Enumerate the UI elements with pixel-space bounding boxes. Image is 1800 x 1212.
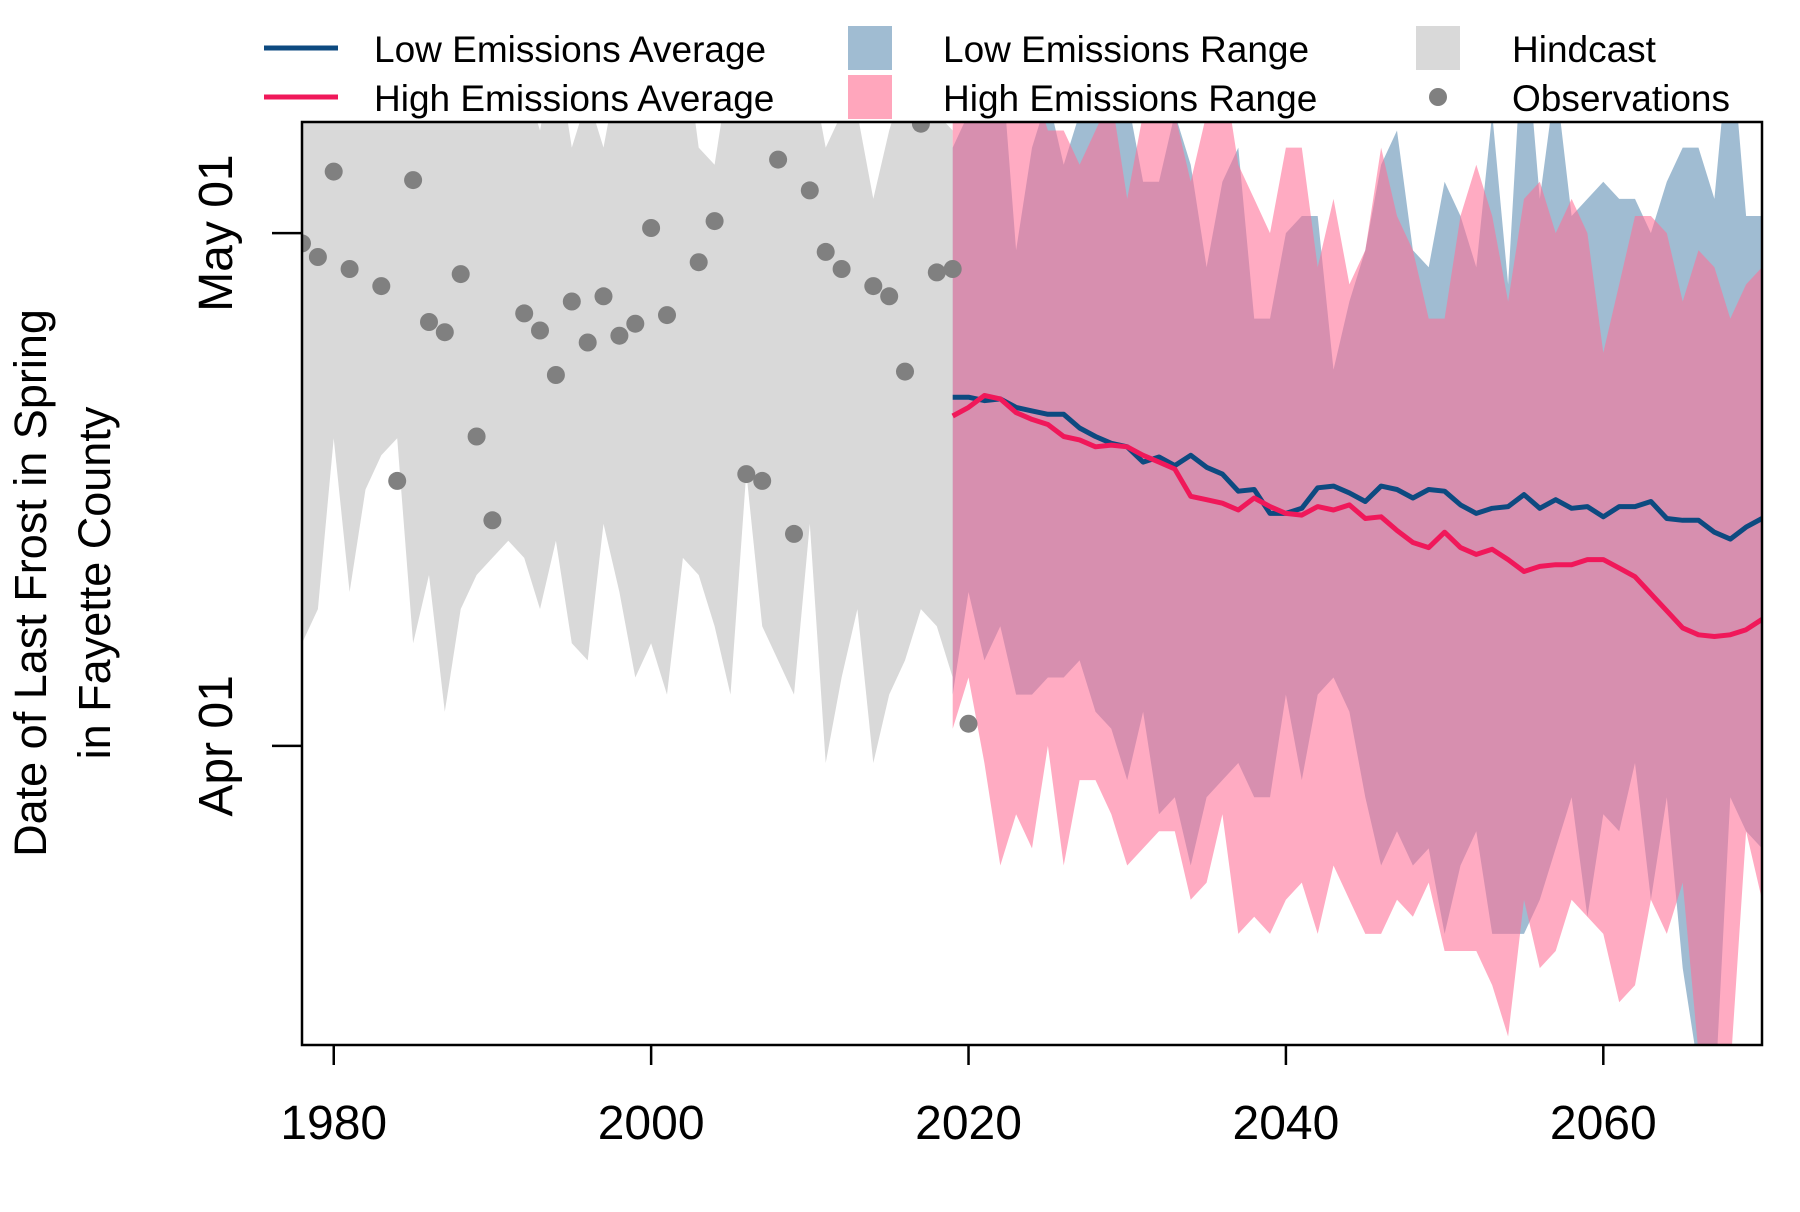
observation-point bbox=[372, 277, 391, 296]
observation-point bbox=[880, 287, 899, 306]
observation-point bbox=[832, 260, 851, 278]
observation-point bbox=[911, 122, 930, 133]
legend-label-high-range: High Emissions Range bbox=[943, 78, 1317, 119]
y-axis-label: Date of Last Frost in Spring in Fayette … bbox=[5, 309, 120, 857]
observation-points bbox=[302, 10, 978, 733]
x-axis: 1980 2000 2020 2040 2060 bbox=[280, 1045, 1657, 1150]
x-tick-label: 2060 bbox=[1550, 1097, 1657, 1150]
observation-point bbox=[642, 219, 661, 237]
hindcast-area bbox=[302, 122, 953, 763]
legend: Low Emissions Average High Emissions Ave… bbox=[264, 26, 1730, 119]
observation-point bbox=[658, 306, 676, 325]
y-axis-label-line-1: Date of Last Frost in Spring bbox=[5, 309, 56, 857]
y-tick-label: May 01 bbox=[190, 154, 243, 311]
observation-point bbox=[864, 277, 883, 296]
observation-point bbox=[404, 171, 423, 190]
x-tick-label: 2040 bbox=[1233, 1097, 1340, 1150]
observation-point bbox=[357, 41, 375, 59]
low-emissions-average-line bbox=[952, 394, 1762, 542]
observation-point bbox=[420, 313, 438, 331]
observation-point bbox=[943, 260, 962, 278]
observation-point bbox=[451, 265, 470, 284]
y-axis-label-line-2: in Fayette County bbox=[69, 406, 120, 759]
observation-point bbox=[546, 366, 565, 384]
observation-point bbox=[302, 234, 311, 253]
observation-point bbox=[753, 471, 772, 490]
high-emissions-average-line bbox=[951, 393, 1762, 639]
legend-label-observations: Observations bbox=[1512, 78, 1730, 119]
y-tick-label: Apr 01 bbox=[190, 675, 243, 816]
x-tick-label: 1980 bbox=[280, 1097, 387, 1150]
legend-label-low-range: Low Emissions Range bbox=[943, 29, 1309, 70]
x-tick-label: 2000 bbox=[598, 1097, 705, 1150]
observation-point bbox=[816, 242, 835, 261]
high-emissions-range-area bbox=[952, 122, 1762, 1045]
observation-point bbox=[896, 362, 914, 381]
legend-label-low-avg: Low Emissions Average bbox=[374, 29, 766, 70]
observation-point bbox=[562, 292, 581, 311]
observation-point bbox=[959, 714, 978, 733]
observation-point bbox=[467, 427, 486, 446]
observation-point bbox=[705, 212, 724, 231]
observation-point bbox=[626, 314, 645, 333]
observation-point bbox=[483, 511, 502, 530]
legend-label-hindcast: Hindcast bbox=[1512, 29, 1657, 70]
observation-point bbox=[435, 323, 454, 342]
observation-point bbox=[515, 304, 534, 323]
observation-point bbox=[689, 253, 708, 272]
observation-point bbox=[578, 333, 597, 352]
legend-swatch-high-range bbox=[848, 75, 892, 119]
observation-point bbox=[769, 150, 788, 169]
observation-point bbox=[722, 10, 740, 28]
observation-point bbox=[531, 321, 549, 340]
observation-point bbox=[324, 162, 343, 181]
legend-swatch-low-range bbox=[848, 26, 892, 70]
observation-point bbox=[785, 524, 803, 543]
observation-point bbox=[594, 287, 613, 306]
legend-label-high-avg: High Emissions Average bbox=[374, 78, 774, 119]
legend-swatch-hindcast bbox=[1416, 26, 1460, 70]
observation-point bbox=[340, 260, 359, 278]
observation-point bbox=[927, 263, 946, 282]
observation-point bbox=[800, 181, 819, 200]
plot-area bbox=[302, 10, 1762, 1045]
plot-frame bbox=[300, 120, 1764, 1047]
observation-point bbox=[737, 465, 756, 484]
observation-point bbox=[388, 471, 407, 490]
observation-point bbox=[308, 248, 327, 266]
observation-point bbox=[610, 326, 629, 345]
legend-swatch-observations bbox=[1429, 88, 1447, 106]
x-tick-label: 2020 bbox=[915, 1097, 1022, 1150]
y-axis: Apr 01 May 01 bbox=[190, 154, 302, 817]
